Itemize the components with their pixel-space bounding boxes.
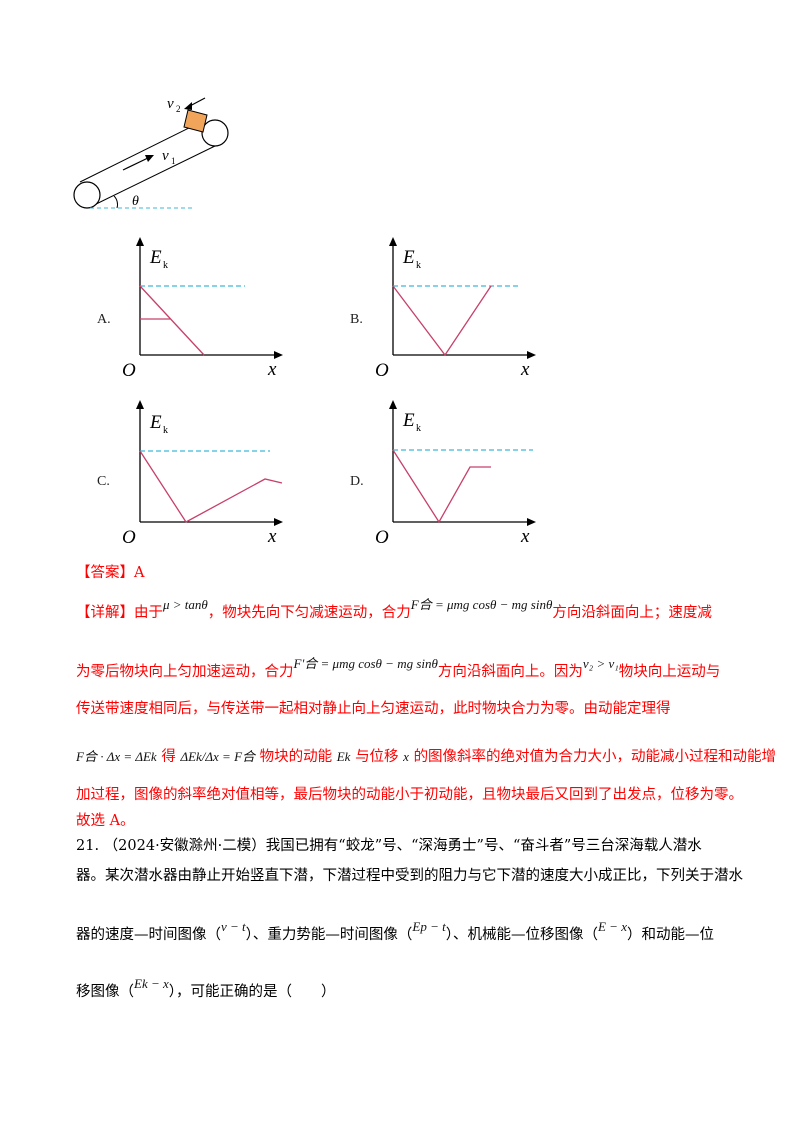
explanation-line-5: 加过程，图像的斜率绝对值相等，最后物块的动能小于初动能，且物块最后又回到了出发点… [76,787,743,803]
explanation-line-1: 【详解】由于μ > tanθ，物块先向下匀减速运动，合力F合 = μmg cos… [76,597,712,621]
question-line-1: 21. （2024·安徽滁州·二模）我国已拥有“蛟龙”号、“深海勇士”号、“奋斗… [76,838,702,854]
math-mu-gt-tan: μ > tanθ [163,597,208,612]
svg-text:k: k [416,423,421,434]
explanation-tag: 【详解】 [76,605,134,621]
svg-text:E: E [402,410,415,431]
option-b-graph[interactable]: E k O x [373,235,543,380]
option-b-label: B. [350,312,363,327]
option-a-label: A. [97,312,111,327]
v2-label: v [167,96,174,112]
svg-text:O: O [375,527,389,543]
svg-text:E: E [402,247,415,268]
answer-tag: 【答案】 [76,565,134,581]
svg-text:2: 2 [176,104,181,114]
question-line-3: 器的速度—时间图像（v − t）、重力势能—时间图像（Ep − t）、机械能—位… [76,919,714,943]
math-net-force: F合 = μmg cosθ − mg sinθ [410,597,553,612]
math-net-force-prime: F′合 = μmg cosθ − mg sinθ [293,656,438,671]
svg-text:E: E [149,247,162,268]
option-d-label: D. [350,474,364,489]
math-slope: ΔEk/Δx = F合 [180,749,256,764]
svg-text:O: O [375,360,389,380]
svg-text:k: k [163,260,168,271]
svg-text:k: k [163,425,168,436]
option-c-graph[interactable]: E k O x [120,398,290,543]
svg-text:k: k [416,260,421,271]
theta-label: θ [132,194,139,209]
explanation-line-4: F合 · Δx = ΔEk 得 ΔEk/Δx = F合 物块的动能 Ek 与位移… [76,749,777,765]
question-line-4: 移图像（Ek − x），可能正确的是（ ） [76,976,336,1000]
explanation-line-3: 传送带速度相同后，与传送带一起相对静止向上匀速运动，此时物块合力为零。由动能定理… [76,701,671,717]
question-line-2: 器。某次潜水器由静止开始竖直下潜，下潜过程中受到的阻力与它下潜的速度大小成正比，… [76,868,743,884]
svg-text:1: 1 [171,156,176,166]
option-a-graph[interactable]: E k O x [120,235,290,380]
svg-text:x: x [267,359,277,380]
option-c-label: C. [97,474,110,489]
explanation-line-2: 为零后物块向上匀加速运动，合力F′合 = μmg cosθ − mg sinθ方… [76,656,721,680]
svg-text:x: x [520,359,530,380]
svg-text:O: O [122,360,136,380]
svg-text:E: E [149,412,162,433]
answer-line: 【答案】A [76,563,144,583]
v1-label: v [162,148,169,164]
svg-text:x: x [267,526,277,543]
math-work-energy: F合 · Δx = ΔEk [76,749,157,764]
math-v2-gt-v1: v₂ > v₁ [582,656,619,671]
block-icon [183,109,208,133]
svg-text:x: x [520,526,530,543]
conveyor-belt-figure: v 2 v 1 θ [73,96,229,209]
svg-text:O: O [122,527,136,543]
option-d-graph[interactable]: E k O x [373,398,543,543]
answer-value: A [134,565,145,581]
explanation-line-6: 故选 A。 [76,813,135,829]
